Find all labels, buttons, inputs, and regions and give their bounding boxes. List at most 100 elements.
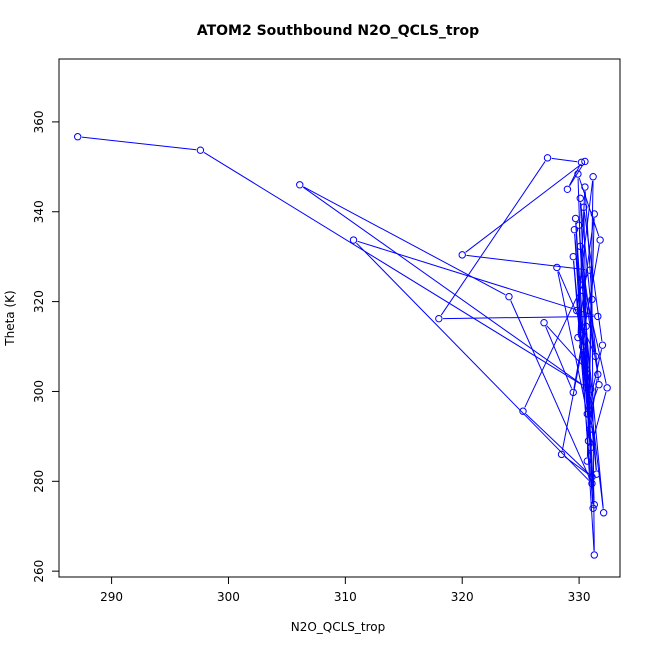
data-point bbox=[578, 275, 587, 283]
series-segment bbox=[443, 315, 594, 320]
series-segment bbox=[568, 165, 580, 186]
data-point bbox=[74, 133, 82, 141]
data-point bbox=[585, 425, 594, 434]
data-point bbox=[594, 370, 602, 379]
data-point bbox=[196, 146, 205, 154]
y-axis-label: Theta (K) bbox=[3, 290, 17, 346]
data-point bbox=[582, 322, 590, 331]
series-segment bbox=[587, 391, 607, 458]
data-point bbox=[589, 173, 597, 181]
series-segment bbox=[466, 254, 586, 271]
data-point bbox=[603, 384, 611, 392]
series-segment bbox=[564, 456, 589, 475]
series-segment bbox=[580, 202, 600, 381]
plot-frame bbox=[58, 58, 621, 578]
data-point bbox=[591, 352, 600, 361]
data-point bbox=[585, 266, 594, 274]
data-point bbox=[569, 252, 577, 261]
data-point bbox=[577, 158, 586, 167]
series-segment bbox=[557, 271, 587, 410]
series-segment bbox=[545, 326, 573, 389]
data-point bbox=[590, 551, 598, 559]
data-point bbox=[587, 443, 595, 452]
series-segment bbox=[81, 136, 197, 151]
series-segment bbox=[583, 283, 607, 384]
data-point bbox=[581, 351, 589, 360]
data-point bbox=[557, 450, 566, 459]
x-tick-label: 330 bbox=[568, 590, 591, 604]
series-segment bbox=[203, 151, 583, 386]
data-point bbox=[553, 263, 561, 272]
data-point bbox=[596, 236, 604, 244]
data-point bbox=[570, 226, 579, 234]
series-segment bbox=[465, 163, 582, 253]
data-point bbox=[574, 170, 582, 178]
data-point bbox=[592, 470, 601, 478]
series-segment bbox=[356, 242, 590, 481]
x-axis-label: N2O_QCLS_trop bbox=[291, 620, 386, 634]
data-point bbox=[573, 306, 581, 315]
series-segment bbox=[582, 283, 598, 371]
series-layer bbox=[74, 133, 611, 559]
y-axis: 260 280 300 320 340 360 bbox=[32, 110, 60, 583]
series-segment bbox=[302, 186, 583, 386]
data-point bbox=[519, 407, 527, 415]
data-point bbox=[582, 383, 590, 392]
data-point bbox=[589, 504, 597, 512]
data-point bbox=[588, 295, 596, 304]
x-axis: 290 300 310 320 330 bbox=[100, 576, 591, 604]
y-tick-label: 320 bbox=[32, 290, 46, 313]
data-point bbox=[543, 154, 552, 162]
data-point bbox=[575, 221, 583, 229]
y-tick-label: 360 bbox=[32, 110, 46, 133]
data-point bbox=[580, 203, 588, 211]
data-point bbox=[598, 341, 607, 349]
data-point bbox=[581, 183, 589, 191]
series-segment bbox=[546, 325, 584, 367]
data-point bbox=[540, 319, 548, 327]
data-point bbox=[296, 181, 304, 189]
data-point bbox=[576, 242, 584, 251]
data-point bbox=[458, 251, 466, 259]
series-segment bbox=[577, 178, 581, 243]
data-point bbox=[583, 457, 591, 465]
data-point bbox=[590, 210, 598, 218]
data-point bbox=[569, 388, 577, 397]
series-segment bbox=[510, 300, 591, 480]
y-tick-label: 260 bbox=[32, 560, 46, 583]
data-point bbox=[571, 214, 580, 223]
series-segment bbox=[574, 233, 589, 410]
x-tick-label: 310 bbox=[334, 590, 357, 604]
y-tick-label: 300 bbox=[32, 380, 46, 403]
data-point bbox=[595, 381, 603, 389]
data-point bbox=[590, 500, 598, 509]
data-point bbox=[563, 185, 572, 193]
series-segment bbox=[357, 240, 594, 316]
data-point bbox=[581, 157, 589, 166]
data-point bbox=[587, 385, 595, 393]
data-point bbox=[594, 312, 602, 321]
series-segment bbox=[573, 244, 600, 389]
data-point bbox=[582, 365, 590, 374]
series-segment bbox=[551, 157, 578, 163]
data-point bbox=[578, 342, 587, 351]
data-point bbox=[584, 437, 593, 445]
data-point bbox=[505, 292, 513, 301]
x-tick-label: 320 bbox=[451, 590, 474, 604]
x-tick-label: 300 bbox=[217, 590, 240, 604]
series-segment bbox=[561, 350, 583, 451]
series-segment bbox=[525, 413, 590, 475]
data-point bbox=[349, 236, 358, 244]
x-tick-label: 290 bbox=[100, 590, 123, 604]
chart-title: ATOM2 Southbound N2O_QCLS_trop bbox=[197, 23, 479, 39]
data-point bbox=[599, 509, 608, 517]
y-tick-label: 340 bbox=[32, 200, 46, 223]
series-segment bbox=[569, 164, 584, 186]
series-segment bbox=[558, 271, 595, 353]
data-point bbox=[578, 286, 587, 295]
data-point bbox=[576, 194, 584, 202]
series-segment bbox=[440, 161, 546, 316]
y-tick-label: 280 bbox=[32, 470, 46, 493]
